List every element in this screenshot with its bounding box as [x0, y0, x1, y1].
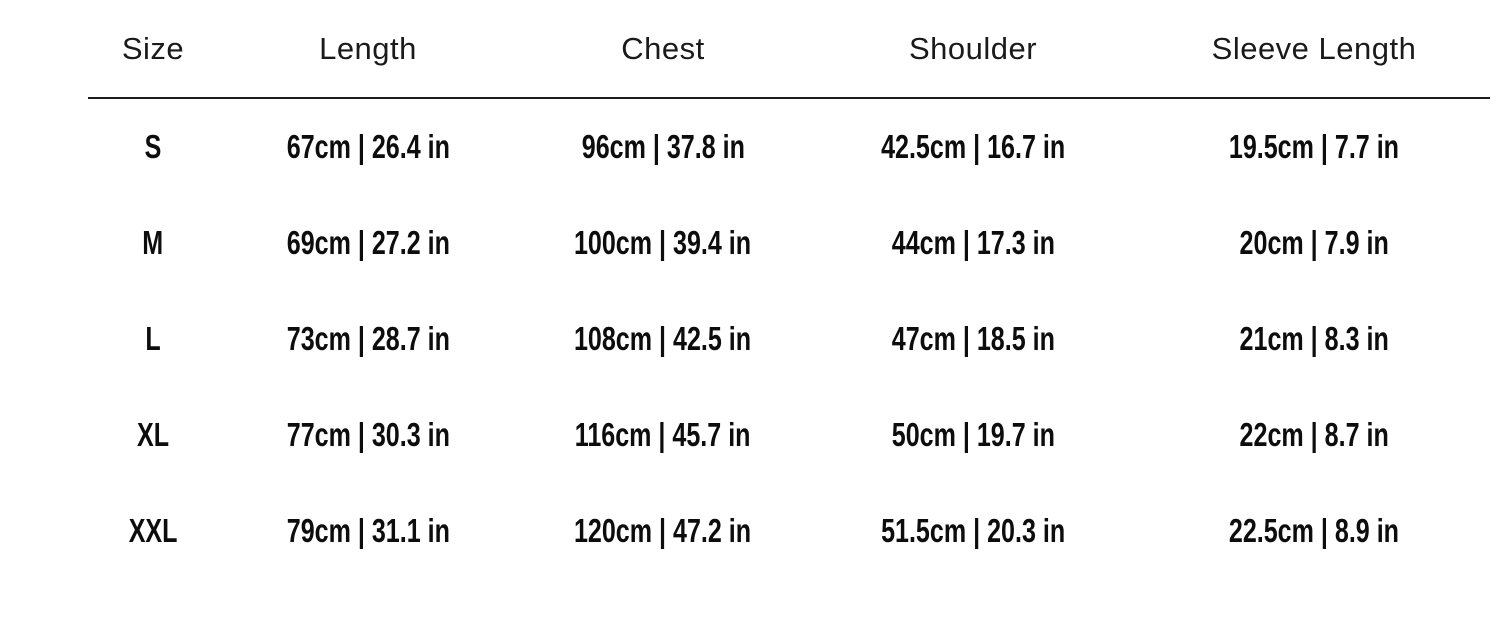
size-cell: XXL	[88, 483, 218, 579]
size-label: M	[142, 224, 164, 261]
sleeve-length-cell: 19.5cm | 7.7 in	[1138, 98, 1490, 195]
sleeve-length-value: 21cm | 8.3 in	[1239, 320, 1389, 357]
length-cell: 79cm | 31.1 in	[218, 483, 518, 579]
chest-value: 116cm | 45.7 in	[575, 416, 751, 453]
column-header-shoulder: Shoulder	[808, 0, 1138, 99]
size-cell: S	[88, 98, 218, 195]
shoulder-cell: 44cm | 17.3 in	[808, 195, 1138, 291]
size-label: L	[145, 320, 161, 357]
column-header-chest: Chest	[518, 0, 808, 99]
length-value: 73cm | 28.7 in	[286, 320, 450, 357]
length-cell: 67cm | 26.4 in	[218, 98, 518, 195]
shoulder-value: 44cm | 17.3 in	[891, 224, 1055, 261]
shoulder-value: 47cm | 18.5 in	[891, 320, 1055, 357]
table-row-l: L 73cm | 28.7 in 108cm | 42.5 in 47cm | …	[88, 291, 1490, 387]
length-value: 77cm | 30.3 in	[286, 416, 450, 453]
sleeve-length-value: 19.5cm | 7.7 in	[1228, 128, 1400, 165]
shoulder-cell: 51.5cm | 20.3 in	[808, 483, 1138, 579]
length-cell: 73cm | 28.7 in	[218, 291, 518, 387]
sleeve-length-value: 20cm | 7.9 in	[1239, 224, 1389, 261]
size-cell: L	[88, 291, 218, 387]
size-label: S	[144, 128, 162, 165]
sleeve-length-cell: 22.5cm | 8.9 in	[1138, 483, 1490, 579]
chest-cell: 108cm | 42.5 in	[518, 291, 808, 387]
shoulder-value: 50cm | 19.7 in	[891, 416, 1055, 453]
column-header-length: Length	[218, 0, 518, 99]
shoulder-cell: 47cm | 18.5 in	[808, 291, 1138, 387]
size-cell: M	[88, 195, 218, 291]
chest-cell: 100cm | 39.4 in	[518, 195, 808, 291]
column-header-sleeve-length: Sleeve Length	[1138, 0, 1490, 99]
shoulder-cell: 42.5cm | 16.7 in	[808, 98, 1138, 195]
sleeve-length-value: 22cm | 8.7 in	[1239, 416, 1389, 453]
chest-cell: 96cm | 37.8 in	[518, 98, 808, 195]
column-header-size: Size	[88, 0, 218, 99]
size-label: XXL	[128, 512, 178, 549]
chest-cell: 116cm | 45.7 in	[518, 387, 808, 483]
chest-value: 100cm | 39.4 in	[574, 224, 752, 261]
shoulder-cell: 50cm | 19.7 in	[808, 387, 1138, 483]
length-cell: 77cm | 30.3 in	[218, 387, 518, 483]
chest-value: 108cm | 42.5 in	[574, 320, 752, 357]
sleeve-length-value: 22.5cm | 8.9 in	[1228, 512, 1400, 549]
size-chart-table: Size Length Chest Shoulder Sleeve Length…	[88, 0, 1490, 579]
chest-cell: 120cm | 47.2 in	[518, 483, 808, 579]
table-row-s: S 67cm | 26.4 in 96cm | 37.8 in 42.5cm |…	[88, 98, 1490, 195]
sleeve-length-cell: 20cm | 7.9 in	[1138, 195, 1490, 291]
table-row-m: M 69cm | 27.2 in 100cm | 39.4 in 44cm | …	[88, 195, 1490, 291]
sleeve-length-cell: 21cm | 8.3 in	[1138, 291, 1490, 387]
table-row-xxl: XXL 79cm | 31.1 in 120cm | 47.2 in 51.5c…	[88, 483, 1490, 579]
size-label: XL	[136, 416, 170, 453]
length-cell: 69cm | 27.2 in	[218, 195, 518, 291]
shoulder-value: 42.5cm | 16.7 in	[880, 128, 1066, 165]
length-value: 79cm | 31.1 in	[286, 512, 450, 549]
size-chart-header-row: Size Length Chest Shoulder Sleeve Length	[88, 0, 1490, 99]
chest-value: 120cm | 47.2 in	[574, 512, 752, 549]
table-row-xl: XL 77cm | 30.3 in 116cm | 45.7 in 50cm |…	[88, 387, 1490, 483]
sleeve-length-cell: 22cm | 8.7 in	[1138, 387, 1490, 483]
chest-value: 96cm | 37.8 in	[581, 128, 745, 165]
length-value: 67cm | 26.4 in	[286, 128, 450, 165]
length-value: 69cm | 27.2 in	[286, 224, 450, 261]
size-cell: XL	[88, 387, 218, 483]
shoulder-value: 51.5cm | 20.3 in	[880, 512, 1066, 549]
